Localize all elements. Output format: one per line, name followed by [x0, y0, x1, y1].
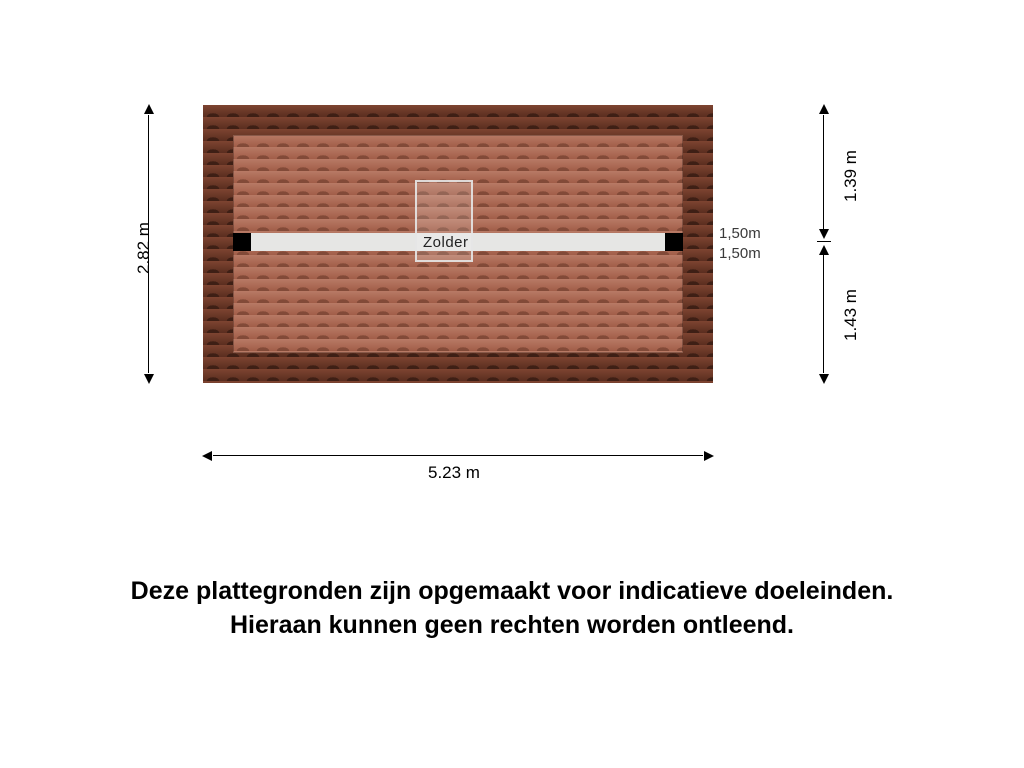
dim-label-right-upper: 1.39 m	[841, 150, 861, 202]
room-label-zolder: Zolder	[423, 234, 469, 251]
arrow-left-icon	[202, 451, 212, 461]
arrow-down-icon	[819, 229, 829, 239]
arrow-right-icon	[704, 451, 714, 461]
arrow-up-icon	[819, 245, 829, 255]
ridge-height-label-above: 1,50m	[719, 225, 761, 242]
disclaimer-line2: Hieraan kunnen geen rechten worden ontle…	[230, 611, 794, 639]
dim-line-bottom	[213, 455, 703, 456]
ridge-end-right	[665, 233, 683, 251]
arrow-down-icon	[819, 374, 829, 384]
arrow-up-icon	[819, 104, 829, 114]
ridge-end-left	[233, 233, 251, 251]
dim-line-right-upper	[823, 115, 824, 232]
dim-label-right-lower: 1.43 m	[841, 289, 861, 341]
roof-area: Zolder	[203, 105, 713, 383]
dim-line-right-lower	[823, 254, 824, 373]
ridge-height-label-below: 1,50m	[719, 245, 761, 262]
disclaimer-line1: Deze plattegronden zijn opgemaakt voor i…	[131, 577, 894, 605]
arrow-up-icon	[144, 104, 154, 114]
arrow-down-icon	[144, 374, 154, 384]
dim-separator-tick	[817, 241, 831, 242]
dim-label-left: 2.82 m	[134, 222, 154, 274]
dim-label-bottom: 5.23 m	[428, 463, 480, 483]
disclaimer-text: Deze plattegronden zijn opgemaakt voor i…	[0, 575, 1024, 643]
floorplan-canvas: Zolder 2.82 m 5.23 m 1.39 m 1.43 m 1,50m…	[0, 0, 1024, 768]
